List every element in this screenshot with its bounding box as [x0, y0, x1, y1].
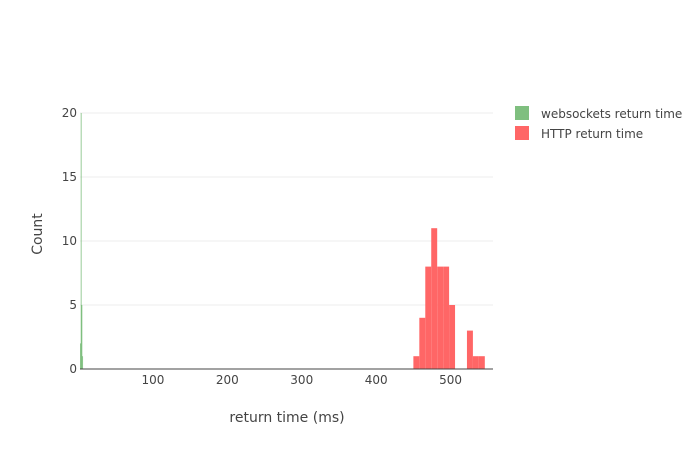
bar-http-10[interactable] — [472, 356, 479, 369]
legend-swatch-http[interactable] — [515, 126, 529, 140]
x-tick-label: 400 — [365, 373, 388, 387]
x-tick-label: 200 — [216, 373, 239, 387]
y-tick-label: 15 — [62, 170, 77, 184]
bar-http-2[interactable] — [425, 266, 432, 369]
tick-labels: 0 5 10 15 20 100 200 300 400 500 — [62, 106, 462, 387]
y-axis-title: Count — [30, 213, 46, 255]
bar-http-5[interactable] — [443, 266, 450, 369]
grid-lines — [80, 112, 493, 306]
y-tick-label: 10 — [62, 234, 77, 248]
bar-websockets-0[interactable] — [80, 343, 81, 369]
bar-http-4[interactable] — [437, 266, 444, 369]
bar-http-3[interactable] — [431, 228, 438, 369]
bar-http-11[interactable] — [478, 356, 485, 369]
bar-http-9[interactable] — [466, 330, 473, 369]
y-tick-label: 0 — [69, 362, 77, 376]
legend-swatch-websockets[interactable] — [515, 106, 529, 120]
bar-websockets-2[interactable] — [81, 305, 83, 369]
y-tick-label: 5 — [69, 298, 77, 312]
legend-label-websockets[interactable]: websockets return time — [541, 107, 682, 121]
legend-label-http[interactable]: HTTP return time — [541, 127, 643, 141]
histogram-bars — [80, 113, 485, 369]
legend: websockets return time HTTP return time — [515, 106, 682, 141]
bar-http-6[interactable] — [449, 305, 456, 369]
bar-http-0[interactable] — [413, 356, 420, 369]
bar-websockets-3[interactable] — [82, 356, 84, 369]
bar-websockets-1[interactable] — [80, 113, 82, 369]
x-tick-label: 500 — [439, 373, 462, 387]
y-tick-label: 20 — [62, 106, 77, 120]
x-axis-title: return time (ms) — [229, 410, 344, 426]
bar-http-1[interactable] — [419, 317, 426, 369]
x-tick-label: 300 — [290, 373, 313, 387]
x-tick-label: 100 — [141, 373, 164, 387]
